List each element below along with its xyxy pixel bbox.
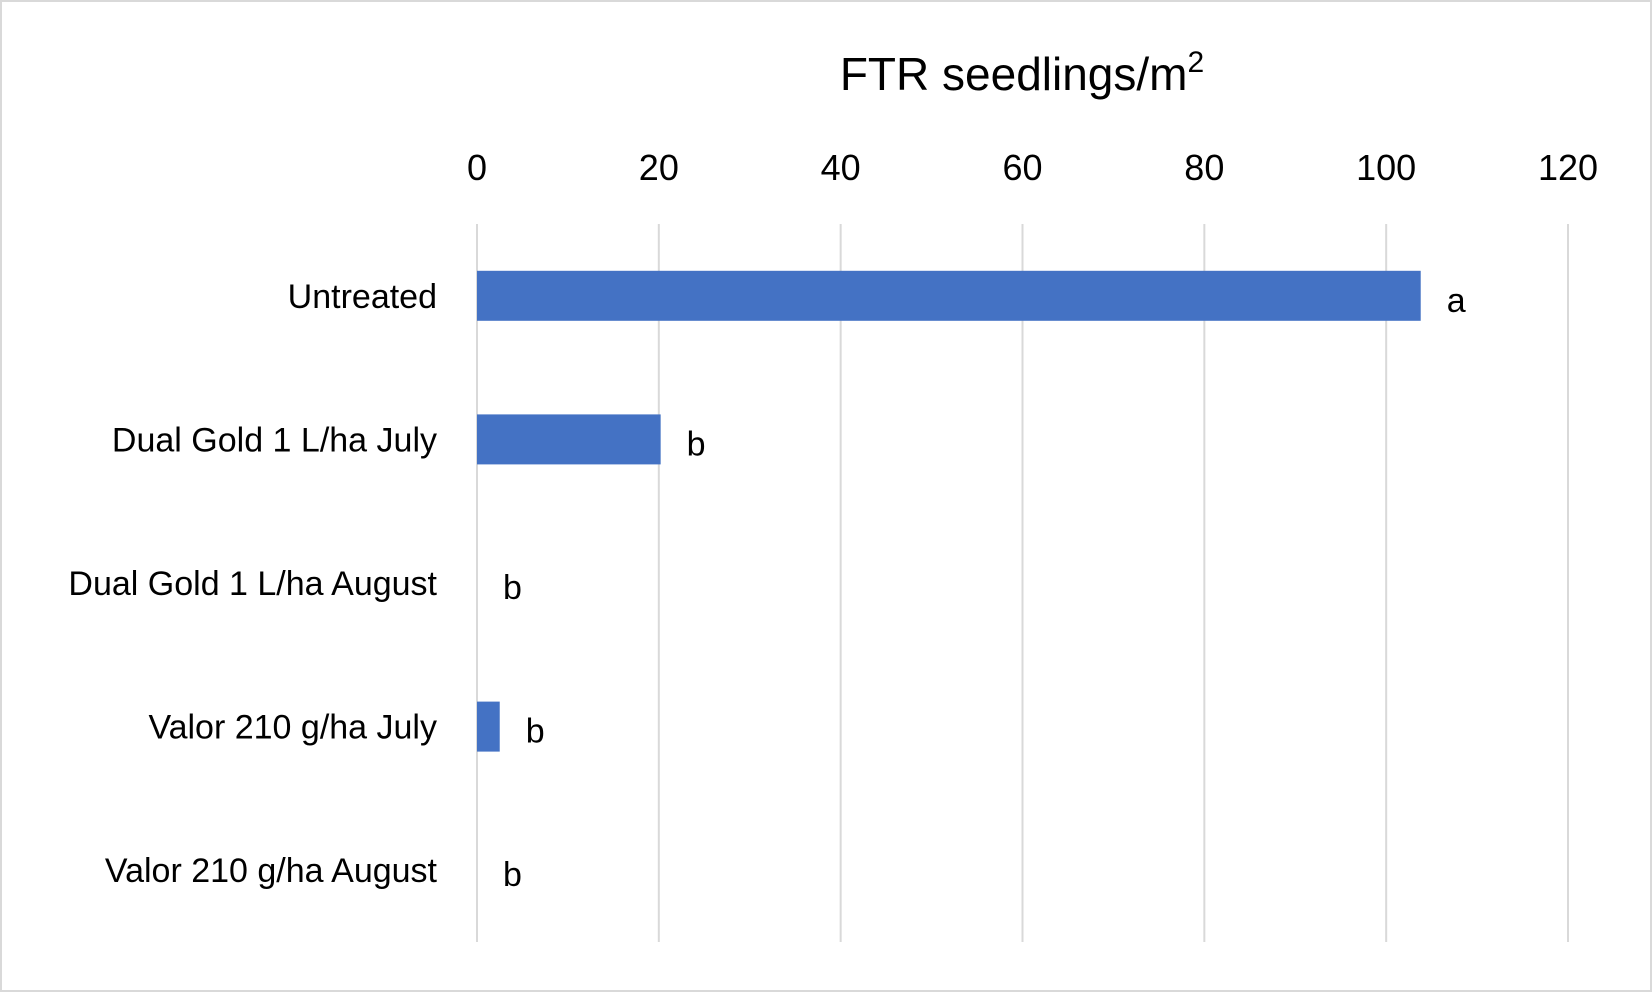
x-axis-title-superscript: 2 <box>1187 46 1204 79</box>
category-label-1: Untreated <box>288 278 437 316</box>
x-tick-label-100: 100 <box>1356 147 1416 188</box>
category-labels: Untreated Dual Gold 1 L/ha July Dual Gold … <box>68 278 437 890</box>
x-tick-label-60: 60 <box>1002 147 1042 188</box>
x-axis-ticks: 0 20 40 60 80 100 120 <box>467 147 1598 188</box>
x-tick-label-120: 120 <box>1538 147 1598 188</box>
category-label-2: Dual Gold 1 L/ha July <box>112 421 437 459</box>
bar-2 <box>477 414 661 465</box>
bar-4 <box>477 701 500 752</box>
data-label-1: a <box>1447 282 1466 320</box>
data-labels: a b b b b <box>503 282 1466 894</box>
data-label-4: b <box>526 713 545 751</box>
category-label-4: Valor 210 g/ha July <box>148 709 437 747</box>
bar-1 <box>477 270 1421 321</box>
x-tick-label-80: 80 <box>1184 147 1224 188</box>
x-tick-label-0: 0 <box>467 147 487 188</box>
data-label-3: b <box>503 569 522 607</box>
gridlines <box>476 224 1569 942</box>
category-label-5: Valor 210 g/ha August <box>105 852 438 890</box>
x-tick-label-40: 40 <box>821 147 861 188</box>
data-label-5: b <box>503 856 522 894</box>
x-axis-title-text: FTR seedlings/m <box>840 48 1188 100</box>
x-tick-label-20: 20 <box>639 147 679 188</box>
category-label-3: Dual Gold 1 L/ha August <box>68 565 437 603</box>
bars <box>477 270 1421 752</box>
x-axis-title: FTR seedlings/m2 <box>840 46 1204 100</box>
data-label-2: b <box>687 425 706 463</box>
